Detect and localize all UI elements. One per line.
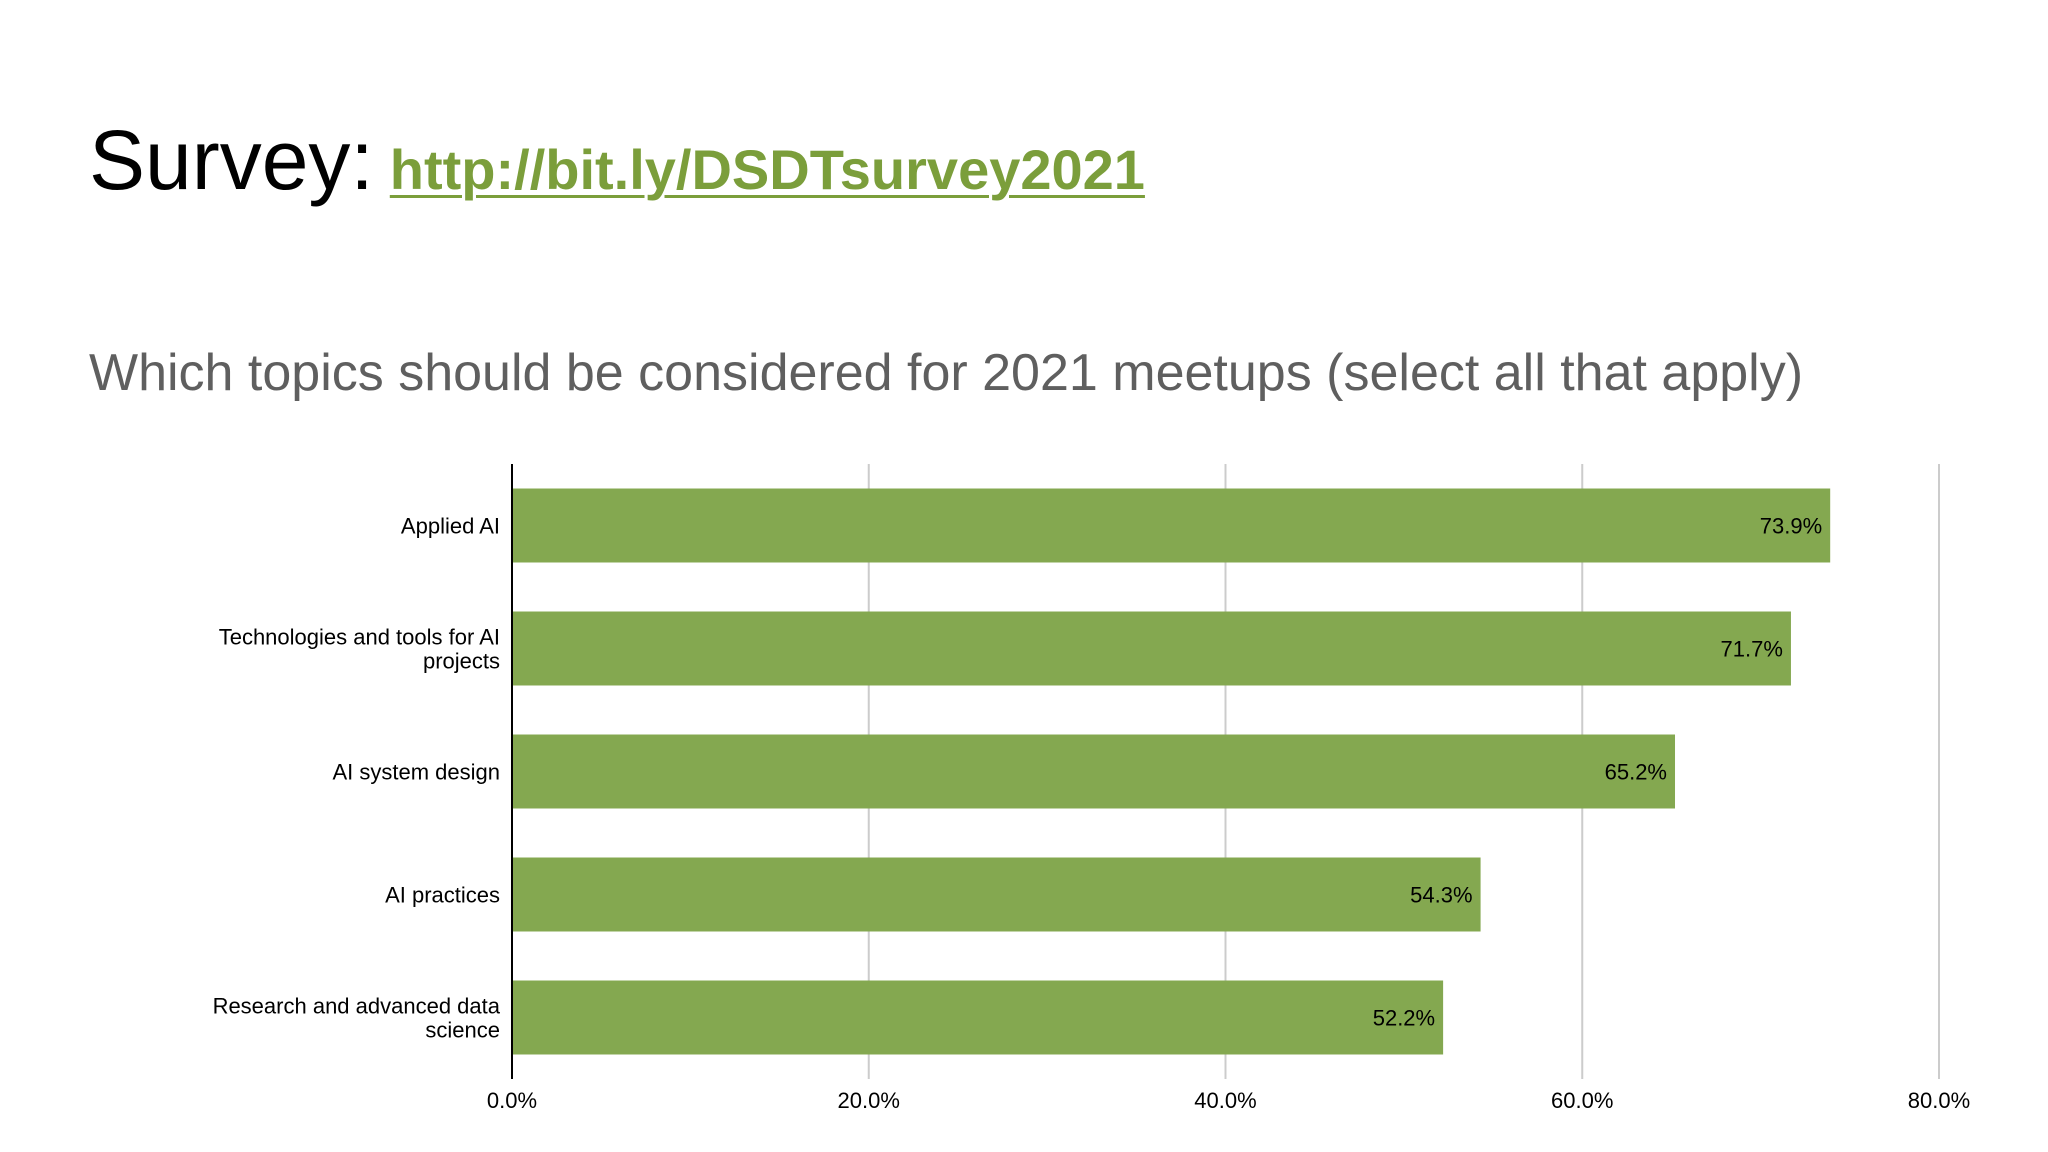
category-label: Applied AI bbox=[401, 514, 500, 539]
data-label: 52.2% bbox=[1373, 1006, 1435, 1031]
category-label: Research and advanced data science bbox=[213, 994, 501, 1043]
x-tick-label: 40.0% bbox=[1194, 1088, 1256, 1113]
bar bbox=[512, 734, 1676, 809]
title-label: Survey: bbox=[89, 113, 374, 207]
survey-link[interactable]: http://bit.ly/DSDTsurvey2021 bbox=[389, 138, 1145, 201]
category-label: AI system design bbox=[332, 760, 500, 785]
bar bbox=[512, 980, 1444, 1055]
data-label: 73.9% bbox=[1760, 514, 1822, 539]
chart-title: Which topics should be considered for 20… bbox=[89, 344, 1804, 402]
x-tick-label: 20.0% bbox=[838, 1088, 900, 1113]
data-label: 71.7% bbox=[1721, 637, 1783, 662]
data-label: 65.2% bbox=[1605, 760, 1667, 785]
x-tick-label: 0.0% bbox=[487, 1088, 537, 1113]
x-tick-label: 80.0% bbox=[1908, 1088, 1970, 1113]
bar bbox=[512, 611, 1791, 686]
slide-title: Survey: http://bit.ly/DSDTsurvey2021 bbox=[89, 118, 1145, 202]
bar bbox=[512, 857, 1481, 932]
category-label: AI practices bbox=[385, 883, 500, 908]
data-label: 54.3% bbox=[1410, 883, 1472, 908]
x-tick-label: 60.0% bbox=[1551, 1088, 1613, 1113]
category-label: Technologies and tools for AI projects bbox=[219, 625, 500, 674]
bar bbox=[512, 488, 1831, 563]
